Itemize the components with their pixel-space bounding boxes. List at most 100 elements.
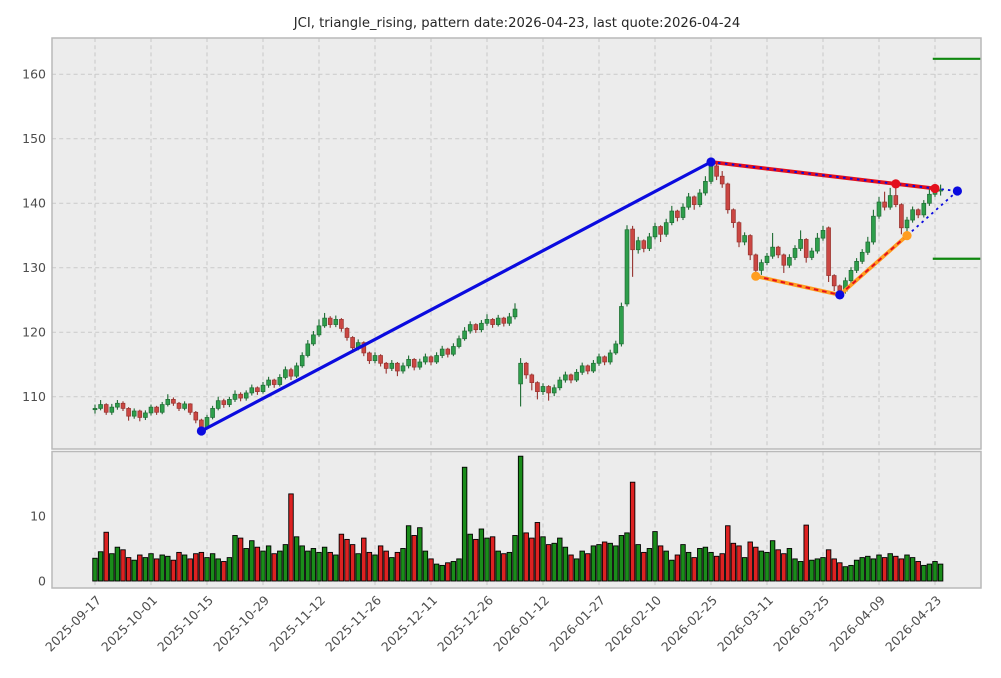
candle-body	[103, 404, 109, 413]
volume-bar	[803, 524, 809, 582]
candle-body	[109, 406, 115, 413]
volume-bar	[635, 544, 641, 582]
candle-body	[417, 361, 423, 368]
volume-bar	[775, 549, 781, 582]
candle-body	[159, 404, 165, 413]
volume-bar	[853, 559, 860, 582]
candle-body	[316, 325, 322, 336]
volume-bar	[355, 553, 361, 582]
volume-bar	[529, 537, 535, 582]
candle-body	[579, 365, 585, 373]
candle-body	[243, 392, 249, 399]
candle-body	[904, 219, 910, 229]
candle-body	[899, 204, 904, 229]
candle-body	[607, 352, 613, 363]
candle-body	[501, 317, 507, 324]
volume-bar	[713, 555, 720, 582]
volume-bar	[204, 557, 210, 582]
volume-bar	[125, 557, 132, 582]
candle-body	[658, 226, 663, 235]
volume-bar	[260, 550, 266, 582]
volume-bar	[433, 563, 440, 582]
candle-body	[871, 215, 876, 243]
volume-bar	[221, 561, 227, 582]
volume-bar	[865, 555, 871, 582]
volume-bar	[478, 528, 485, 582]
volume-bar	[590, 545, 597, 582]
candle-body	[473, 324, 479, 331]
candle-body	[703, 181, 708, 194]
candle-body	[775, 246, 781, 256]
candle-body	[439, 348, 445, 356]
candle-body	[619, 306, 624, 345]
candle-body	[210, 408, 215, 418]
candle-body	[378, 355, 383, 364]
volume-bar	[243, 548, 249, 582]
volume-bar	[764, 551, 770, 582]
volume-bar	[209, 553, 216, 582]
volume-bar	[870, 558, 877, 582]
candle-body	[809, 250, 815, 258]
volume-bar	[97, 551, 104, 582]
volume-bar	[781, 553, 787, 582]
candle-body	[428, 356, 434, 363]
candle-body	[719, 175, 725, 185]
candle-body	[876, 201, 882, 217]
volume-bar	[837, 562, 843, 582]
pattern-peak-dot	[706, 157, 716, 167]
candle-body	[910, 209, 915, 221]
candle-body	[848, 270, 854, 282]
volume-bar	[288, 493, 294, 582]
candle-body	[882, 201, 887, 208]
candle-body	[344, 328, 350, 338]
candle-body	[624, 229, 630, 305]
volume-bar	[142, 557, 149, 582]
volume-bar	[596, 544, 602, 582]
volume-bar	[361, 537, 367, 582]
volume-bar	[753, 546, 759, 582]
volume-bar	[176, 551, 182, 582]
volume-bar	[198, 551, 205, 582]
volume-bar	[758, 550, 765, 582]
candle-body	[725, 183, 731, 211]
candle-body	[792, 248, 798, 258]
volume-bar	[909, 557, 916, 582]
price-tick-label: 150	[22, 131, 46, 146]
candle-body	[406, 359, 411, 367]
candle-body	[311, 334, 316, 345]
candle-body	[742, 235, 747, 243]
volume-bar	[568, 554, 574, 582]
candle-body	[708, 165, 714, 182]
candle-body	[591, 362, 596, 372]
candle-body	[523, 362, 529, 376]
volume-bar	[159, 554, 165, 582]
candle-body	[596, 356, 602, 364]
candle-body	[529, 374, 535, 383]
candle-body	[663, 222, 669, 235]
candle-body	[787, 257, 792, 266]
candle-body	[322, 317, 327, 327]
candle-body	[507, 316, 512, 324]
candle-body	[165, 399, 171, 405]
volume-bar	[377, 545, 384, 582]
price-tick-label: 130	[22, 260, 46, 275]
candle-body	[854, 261, 859, 271]
candle-body	[456, 338, 462, 347]
candle-body	[490, 319, 495, 325]
volume-bar	[428, 558, 434, 582]
candle-body	[820, 230, 826, 239]
candle-body	[630, 228, 635, 251]
volume-bar	[842, 566, 849, 582]
candle-body	[826, 227, 831, 276]
volume-bar	[881, 557, 888, 582]
apex-dot	[952, 186, 963, 196]
candle-body	[120, 402, 126, 409]
volume-bar	[405, 525, 412, 582]
volume-bar	[338, 533, 345, 582]
candle-body	[697, 192, 703, 205]
panel-border	[51, 37, 982, 450]
volume-bar	[305, 550, 311, 582]
volume-bar	[327, 551, 333, 582]
